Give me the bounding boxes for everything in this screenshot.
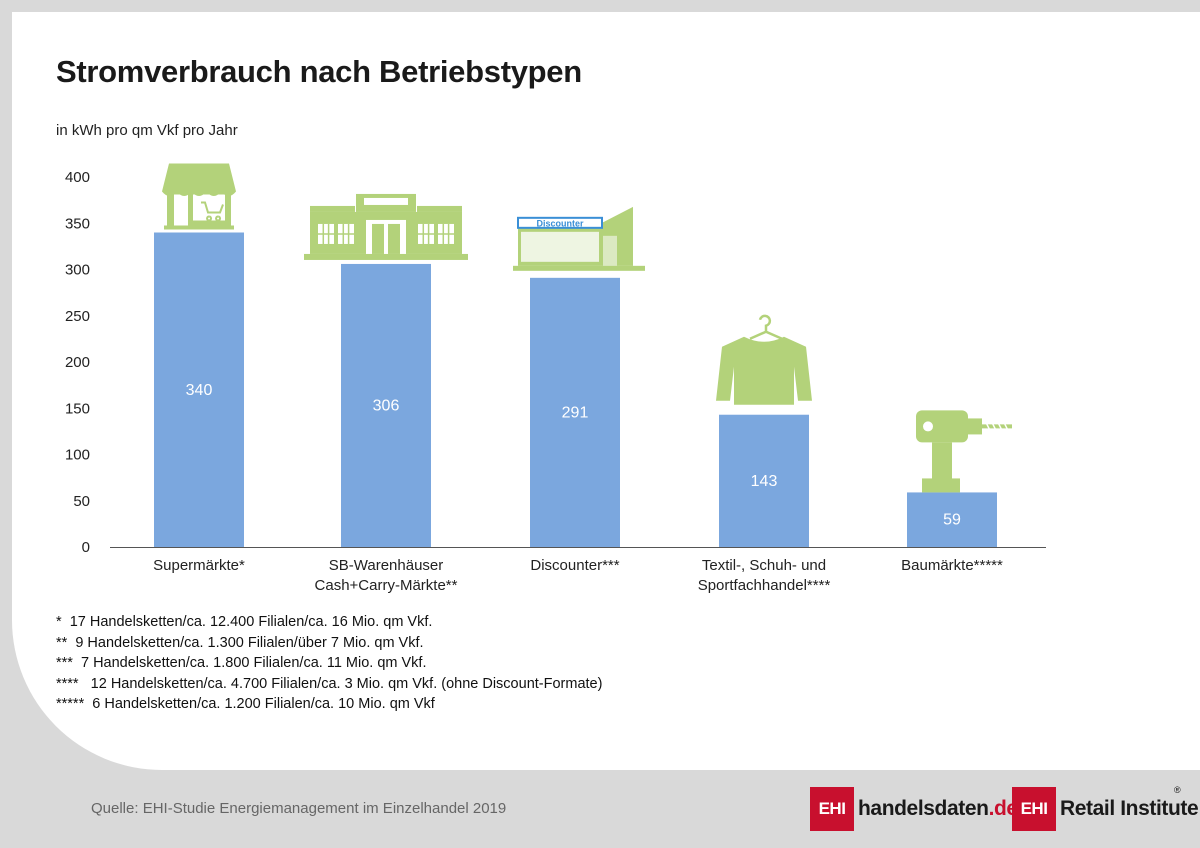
handelsdaten-logo[interactable]: EHI handelsdaten.de: [810, 787, 1018, 831]
bar-value-label: 340: [186, 382, 213, 399]
store-door-right: [388, 223, 400, 254]
bar-value-label: 143: [751, 473, 778, 490]
bar-value-label: 291: [562, 404, 589, 421]
window-frame: [338, 223, 354, 244]
discounter-window: [521, 231, 599, 262]
footnote-1: * 17 Handelsketten/ca. 12.400 Filialen/c…: [56, 614, 433, 630]
x-category-label: Sportfachhandel****: [698, 577, 831, 594]
power-drill-icon: [916, 410, 1012, 493]
awning-scallop: [162, 191, 177, 196]
ehi-retail-institute-logo[interactable]: EHI Retail Institute: [1012, 787, 1199, 831]
x-category-label: Supermärkte*: [153, 557, 245, 574]
handelsdaten-wordmark: handelsdaten.de: [858, 797, 1018, 821]
bar: [530, 277, 620, 547]
y-tick-label: 150: [65, 400, 90, 417]
drill-body: [916, 410, 968, 443]
x-category-label: Baumärkte*****: [901, 557, 1003, 574]
ehi-logo-box: EHI: [1012, 787, 1056, 831]
awning-scallop: [206, 191, 222, 196]
x-category-label: Textil-, Schuh- und: [702, 557, 826, 574]
discounter-sign: [517, 216, 603, 229]
store-door-left: [372, 223, 384, 254]
y-tick-label: 100: [65, 447, 90, 464]
discounter-door: [603, 235, 617, 266]
y-tick-label: 200: [65, 354, 90, 371]
store-roof-left: [310, 205, 355, 212]
drill-chuck: [968, 418, 982, 435]
shop-awning: [162, 163, 236, 192]
drill-handle: [932, 442, 952, 481]
y-tick-label: 0: [82, 539, 90, 556]
shop-base: [164, 225, 234, 230]
discounter-store-icon: Discounter: [513, 206, 645, 271]
window-frame: [418, 223, 434, 244]
drill-vent: [923, 421, 933, 432]
y-tick-label: 250: [65, 308, 90, 325]
y-tick-label: 350: [65, 215, 90, 232]
bar: [341, 263, 431, 547]
sweater-on-hanger-icon: [716, 314, 812, 405]
footnote-4: **** 12 Handelsketten/ca. 4.700 Filialen…: [56, 675, 603, 692]
y-tick-label: 400: [65, 169, 90, 186]
source-note: Quelle: EHI-Studie Energiemanagement im …: [91, 800, 507, 817]
shop-awning-icon: [162, 163, 236, 230]
x-category-label: Cash+Carry-Märkte**: [315, 577, 458, 594]
bar: [719, 414, 809, 547]
awning-scallop: [221, 191, 236, 196]
awning-scallop: [191, 191, 207, 196]
store-base: [304, 253, 468, 260]
department-store-icon: [304, 193, 468, 260]
discounter-sign-text: Discounter: [536, 218, 584, 228]
footnote-2: ** 9 Handelsketten/ca. 1.300 Filialen/üb…: [56, 634, 424, 651]
footnote-3: *** 7 Handelsketten/ca. 1.800 Filialen/c…: [56, 655, 427, 671]
store-sign: [364, 197, 408, 205]
drill-battery: [922, 478, 960, 493]
store-roof-right: [417, 205, 462, 212]
bar-value-label: 59: [943, 512, 961, 529]
awning-scallop: [176, 191, 192, 196]
footnotes: * 17 Handelsketten/ca. 12.400 Filialen/c…: [56, 612, 602, 715]
chart-title: Stromverbrauch nach Betriebstypen: [56, 54, 582, 89]
x-category-label: SB-Warenhäuser: [329, 557, 444, 574]
bar: [907, 492, 997, 547]
bar: [154, 232, 244, 547]
shopping-cart-icon: [201, 201, 224, 222]
x-category-label: Discounter***: [530, 557, 619, 574]
bar-chart: 0 50 100 150 200 250 300 350 400 340 Supermärkte* 3…: [65, 163, 1046, 594]
shop-door: [174, 194, 188, 226]
y-axis-unit-label: in kWh pro qm Vkf pro Jahr: [56, 122, 238, 139]
footnote-5: ***** 6 Handelsketten/ca. 1.200 Filialen…: [56, 696, 435, 712]
window-frame: [438, 223, 454, 244]
bar-value-label: 306: [373, 397, 400, 414]
registered-mark: ®: [1174, 785, 1181, 795]
window-frame: [318, 223, 334, 244]
hanger: [749, 314, 783, 340]
y-tick-label: 50: [73, 493, 90, 510]
ehi-logo-box: EHI: [810, 787, 854, 831]
drill-bit-thread: [985, 422, 1009, 431]
discounter-base: [513, 265, 645, 271]
retail-institute-wordmark: Retail Institute: [1060, 797, 1199, 820]
handelsdaten-name: handelsdaten: [858, 797, 989, 820]
y-tick-label: 300: [65, 262, 90, 279]
sweater: [716, 336, 812, 405]
handelsdaten-tld: .de: [988, 797, 1019, 820]
